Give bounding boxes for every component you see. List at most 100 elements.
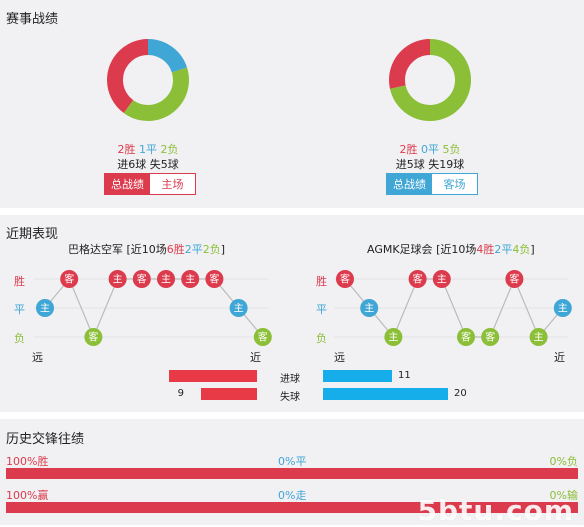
form-match-dot (553, 299, 572, 317)
row-label-draw: 平 (14, 303, 25, 316)
form-match-venue: 主 (364, 303, 374, 315)
form-match-dot (336, 270, 354, 288)
form-match-venue: 客 (209, 273, 219, 286)
form-match-marker: 客 (132, 270, 151, 288)
row-label-win: 胜 (14, 275, 25, 288)
goals-summary-right: 进5球 失19球 (350, 156, 510, 172)
goals-summary-left: 进6球 失5球 (68, 156, 228, 172)
left-conceded-value: 9 (177, 388, 184, 399)
h2h-handicap-loss-pct: 0%输 (549, 489, 578, 502)
h2h-handicap-win-pct: 100%赢 (6, 489, 49, 502)
form-match-marker: 主 (36, 299, 54, 317)
tab-home-record[interactable]: 主场 (150, 174, 195, 194)
form-match-marker: 主 (553, 299, 572, 317)
form-match-venue: 主 (185, 274, 195, 286)
form-match-dot (157, 270, 175, 288)
goals-against: 失19球 (428, 158, 465, 171)
row-label-draw: 平 (316, 303, 327, 316)
summary-wins: 6胜 (166, 243, 185, 256)
goals-scored-label: 进球 (280, 374, 300, 385)
form-match-dot (60, 270, 79, 288)
form-match-marker: 主 (157, 270, 175, 288)
form-match-venue: 客 (485, 331, 495, 344)
form-match-dot (132, 270, 151, 288)
left-conceded-bar (201, 388, 257, 400)
form-match-marker: 主 (529, 328, 548, 346)
form-match-marker: 主 (360, 299, 379, 317)
form-match-venue: 客 (258, 331, 268, 344)
losses-count: 5负 (442, 143, 461, 156)
form-match-marker: 客 (205, 270, 224, 288)
summary-suffix: ] (220, 243, 226, 256)
row-label-loss: 负 (14, 332, 25, 345)
record-filter-right: 总战绩 客场 (386, 173, 478, 195)
section-title-record: 赛事战绩 (6, 12, 59, 27)
donut-slice-losses (107, 39, 189, 121)
h2h-handicap-push-pct: 0%走 (278, 489, 307, 502)
form-match-venue: 主 (558, 303, 568, 315)
donut-slice-wins (389, 39, 471, 121)
tab-overall-record[interactable]: 总战绩 (105, 174, 150, 194)
form-match-venue: 主 (113, 274, 123, 286)
donut-chart-left (107, 39, 189, 121)
form-match-dot (408, 270, 427, 288)
form-match-marker: 主 (384, 328, 403, 346)
axis-far-left: 远 (32, 351, 43, 364)
wins-count: 2胜 (117, 143, 136, 156)
form-match-dot (457, 328, 475, 346)
goals-against: 失5球 (149, 158, 179, 171)
row-label-win: 胜 (316, 275, 327, 288)
form-match-dot (84, 328, 103, 346)
form-match-marker: 客 (457, 328, 475, 346)
form-trend-line (344, 277, 564, 339)
tab-away-record[interactable]: 客场 (432, 174, 477, 194)
form-match-venue: 客 (340, 273, 350, 286)
form-match-venue: 主 (161, 274, 171, 286)
record-summary-left: 2胜 1平 2负 (68, 141, 228, 157)
form-match-venue: 客 (64, 273, 74, 286)
row-label-loss: 负 (316, 332, 327, 345)
form-match-marker: 客 (408, 270, 427, 288)
record-summary-right: 2胜 0平 5负 (350, 141, 510, 157)
form-match-dot (529, 328, 548, 346)
form-match-dot (384, 328, 403, 346)
watermark-logo: 5btu.com (417, 494, 574, 527)
section-title-h2h: 历史交锋往绩 (6, 432, 85, 447)
summary-losses: 4负 (512, 243, 531, 256)
tab-overall-record[interactable]: 总战绩 (387, 174, 432, 194)
form-match-dot (360, 299, 379, 317)
form-match-marker: 客 (253, 328, 272, 346)
donut-slice-wins (107, 39, 189, 121)
form-match-venue: 主 (388, 332, 398, 344)
form-match-venue: 主 (234, 303, 244, 315)
form-match-venue: 客 (88, 331, 98, 344)
team-name: 巴格达空军 (68, 243, 123, 256)
right-scored-bar (323, 370, 392, 382)
axis-near-left: 近 (250, 351, 261, 364)
draws-count: 1平 (139, 143, 157, 156)
form-match-dot (229, 299, 248, 317)
form-match-venue: 主 (40, 303, 50, 315)
form-match-dot (481, 328, 500, 346)
form-match-dot (108, 270, 127, 288)
goals-conceded-label: 失球 (280, 392, 300, 403)
form-match-dot (181, 270, 200, 288)
h2h-draw-pct: 0%平 (278, 455, 307, 468)
head-to-head-panel: 历史交锋往绩 100%胜 0%平 0%负 100%赢 0%走 0%输 (0, 419, 584, 525)
form-match-venue: 客 (137, 273, 147, 286)
record-filter-left: 总战绩 主场 (104, 173, 196, 195)
form-match-venue: 主 (534, 332, 544, 344)
summary-prefix: [近10场 (436, 243, 477, 256)
form-match-dot (432, 270, 451, 288)
form-match-venue: 客 (461, 331, 471, 344)
left-scored-bar (169, 370, 257, 382)
form-match-marker: 客 (336, 270, 354, 288)
team-name: AGMK足球会 (367, 243, 433, 256)
h2h-handicap-bar (6, 502, 578, 513)
section-title-recent: 近期表现 (6, 227, 59, 242)
form-chart-left: 主客客主客主主客主客 (34, 270, 272, 346)
summary-draws: 2平 (494, 243, 513, 256)
summary-losses: 2负 (202, 243, 221, 256)
right-scored-value: 11 (398, 370, 411, 381)
recent-form-panel: 近期表现 巴格达空军 [近10场6胜2平2负] AGMK足球会 [近10场4胜2… (0, 215, 584, 412)
